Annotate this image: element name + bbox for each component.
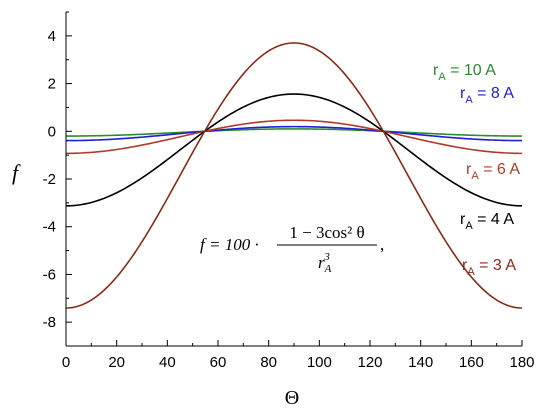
- x-tick-label: 20: [108, 354, 125, 371]
- y-tick-label: -6: [43, 266, 56, 283]
- series-line-rA-4: [65, 93, 523, 207]
- series-label-rA-3: rA = 3 A: [462, 257, 516, 278]
- x-tick-label: 180: [509, 354, 534, 371]
- y-tick-label: -8: [43, 314, 56, 331]
- y-tick-label: -2: [43, 171, 56, 188]
- y-tick-label: -4: [43, 219, 56, 236]
- formula-denominator: rA3: [318, 251, 332, 275]
- y-tick-label: 0: [48, 123, 56, 140]
- series-label-rA-6: rA = 6 A: [466, 161, 520, 182]
- formula: f = 100 · 1 − 3cos² θ rA3 ,: [200, 223, 384, 275]
- series-line-rA-8: [66, 125, 522, 142]
- ticks: 0 20 40 60 80 100 120 140 160 180 -8 -6 -4 -2 0 2 4: [43, 11, 535, 371]
- y-axis-title: f: [12, 160, 21, 185]
- x-tick-label: 40: [159, 354, 176, 371]
- y-tick-label: 4: [48, 28, 56, 45]
- y-tick-label: 2: [48, 76, 56, 93]
- series-labels: rA = 10 ArA = 8 A rA = 6 A rA = 4 A rA = 3 …: [433, 62, 520, 278]
- formula-denominator-sub: A: [324, 263, 332, 275]
- series-label-rA-8: rA = 8 A: [460, 85, 514, 106]
- series-line-rA-10: [65, 128, 523, 137]
- x-tick-label: 0: [62, 354, 70, 371]
- formula-trailing: ,: [380, 235, 384, 254]
- x-tick-label: 100: [307, 354, 332, 371]
- formula-numerator: 1 − 3cos² θ: [289, 223, 364, 242]
- x-axis-title: Θ: [285, 387, 299, 409]
- x-tick-label: 80: [260, 354, 277, 371]
- x-tick-label: 140: [408, 354, 433, 371]
- series-label-rA-4: rA = 4 A: [460, 211, 514, 232]
- series-line-rA-6: [65, 119, 523, 155]
- x-tick-label: 120: [357, 354, 382, 371]
- formula-lhs: f = 100 ·: [200, 235, 259, 254]
- curves: [65, 42, 523, 309]
- series-label-rA-10: rA = 10 A: [433, 62, 496, 83]
- series-line-rA-3: [65, 42, 523, 309]
- formula-denominator-r: r: [318, 253, 325, 272]
- x-tick-label: 60: [210, 354, 227, 371]
- formula-denominator-sup: 3: [323, 251, 330, 263]
- x-tick-label: 160: [459, 354, 484, 371]
